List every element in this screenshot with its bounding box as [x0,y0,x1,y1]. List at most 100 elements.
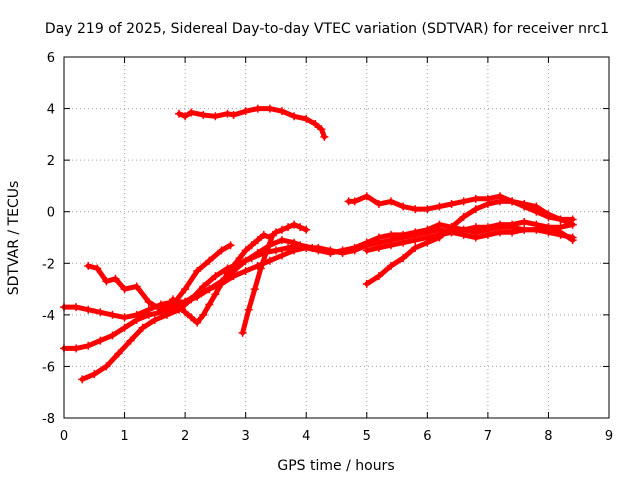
data-point [205,285,214,294]
data-point [271,228,280,237]
data-point [265,104,274,113]
data-point [144,310,153,319]
data-point [187,295,196,304]
data-point [483,230,492,239]
series-arc-h [364,198,576,287]
data-point [311,120,320,129]
data-point [278,236,286,245]
data-point [459,212,468,221]
data-point [532,220,541,229]
data-point [483,199,492,208]
data-point [520,225,529,234]
data-point [374,272,383,281]
data-point [96,336,105,345]
data-point [102,277,111,286]
data-point [72,344,81,353]
y-tick-label: 6 [47,51,55,66]
data-point [435,230,444,239]
data-point [483,223,492,232]
data-point [241,267,250,276]
data-point [187,108,196,117]
data-point [120,285,129,294]
data-point [90,370,99,379]
x-tick-label: 5 [363,429,371,444]
x-tick-label: 8 [544,429,552,444]
data-point [387,241,395,250]
data-point [181,285,190,294]
series-arc-i-markers [362,218,577,255]
data-point [471,223,480,232]
series-arc-e [240,232,276,336]
x-tick-label: 3 [242,429,250,444]
data-point [244,305,253,314]
data-point [211,112,220,121]
data-point [229,261,238,270]
data-point [399,254,408,263]
data-point [187,313,196,322]
data-point [362,192,371,201]
data-point [568,236,577,245]
data-point [223,269,232,278]
data-point [250,285,259,294]
data-point [132,282,141,291]
y-tick-label: -4 [42,309,55,324]
data-point [84,261,93,270]
y-tick-label: -6 [42,360,55,375]
x-axis-label: GPS time / hours [277,458,394,474]
data-point [72,303,81,312]
data-point [411,205,420,214]
data-point [459,225,468,234]
data-point [217,279,226,288]
data-point [290,220,299,229]
data-point [471,233,480,242]
data-point [226,241,235,250]
data-point [156,300,165,309]
data-point [362,246,371,255]
series-arc-d [79,242,315,382]
data-point [111,274,120,283]
data-point [544,210,553,219]
data-point [175,109,184,118]
data-point [423,205,432,214]
data-point [284,243,293,252]
x-tick-label: 0 [60,429,68,444]
axis-ticks: 0 1 2 3 4 5 6 7 8 9 -8 -6 -4 -2 0 2 4 6 [42,51,613,444]
data-point [296,223,305,232]
data-point [262,246,271,255]
series-arc-f-markers [169,220,311,327]
data-point [241,107,250,116]
data-point [235,254,244,263]
data-point [435,202,444,211]
y-tick-label: -2 [42,257,55,272]
data-point [253,236,262,245]
data-point [302,114,311,123]
data-point [338,248,347,257]
data-point [471,205,480,214]
y-tick-label: 4 [47,103,55,118]
data-point [520,199,529,208]
data-point [296,241,305,250]
data-point [120,323,129,332]
y-tick-label: 0 [47,206,55,221]
data-point [265,256,274,265]
x-tick-label: 6 [423,429,431,444]
data-point [102,362,111,371]
data-point [374,199,383,208]
data-point [175,300,184,309]
data-point [241,246,250,255]
data-point [387,261,395,270]
grid [64,57,609,418]
data-point [532,202,541,211]
data-point [256,264,265,273]
data-point [162,310,171,319]
data-point [169,295,177,304]
data-point [84,341,93,350]
data-point [471,194,480,203]
x-tick-label: 1 [120,429,128,444]
series-arc-high [176,106,327,140]
data-point [138,323,147,332]
data-point [508,228,517,237]
data-point [193,318,202,327]
data-point [290,112,299,121]
